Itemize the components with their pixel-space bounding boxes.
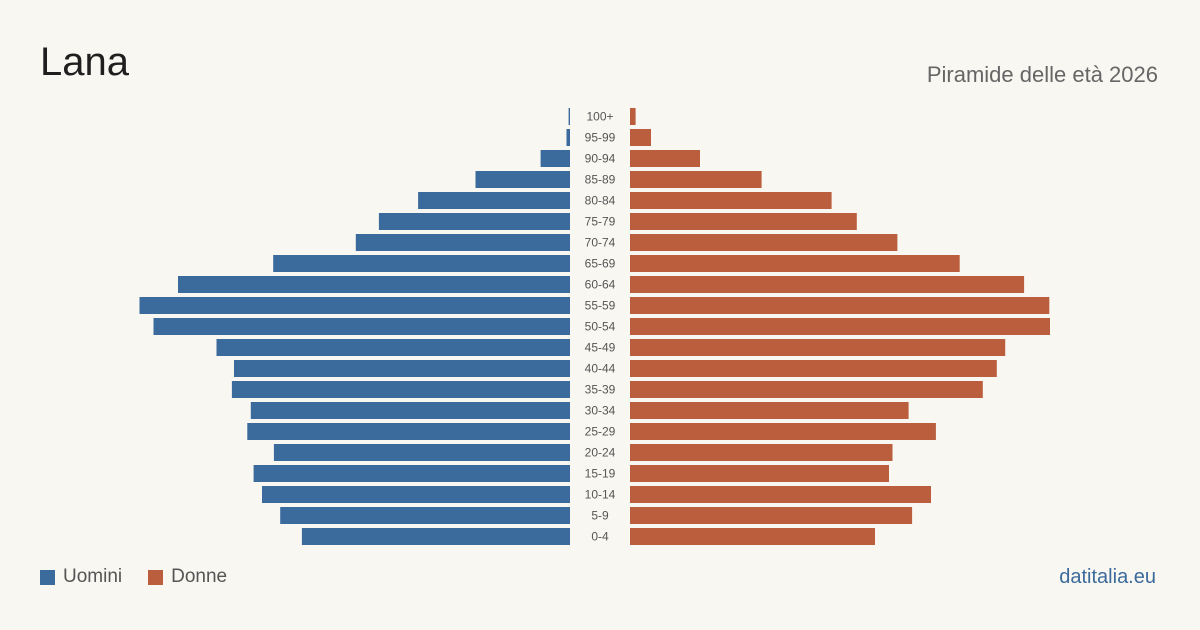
bar-men-100+ (568, 108, 570, 125)
bar-women-0-4 (630, 528, 875, 545)
bar-women-85-89 (630, 171, 762, 188)
bar-women-70-74 (630, 234, 898, 251)
age-label-20-24: 20-24 (585, 446, 616, 460)
age-label-45-49: 45-49 (585, 341, 616, 355)
legend-label-men: Uomini (63, 566, 123, 587)
bar-women-90-94 (630, 150, 700, 167)
age-label-25-29: 25-29 (585, 425, 616, 439)
legend-item-men: Uomini (40, 566, 122, 588)
bar-men-60-64 (178, 276, 570, 293)
bar-men-70-74 (355, 234, 570, 251)
bar-men-30-34 (250, 402, 571, 419)
age-label-0-4: 0-4 (591, 530, 609, 544)
chart-title: Lana (40, 40, 129, 84)
bar-men-15-19 (253, 465, 570, 482)
age-label-10-14: 10-14 (585, 488, 616, 502)
bar-women-10-14 (630, 486, 931, 503)
bar-men-5-9 (280, 507, 570, 524)
bar-men-95-99 (566, 129, 570, 146)
bar-men-20-24 (273, 444, 570, 461)
bar-women-45-49 (630, 339, 1006, 356)
bar-men-90-94 (540, 150, 570, 167)
bar-women-75-79 (630, 213, 857, 230)
bar-men-35-39 (231, 381, 570, 398)
age-label-60-64: 60-64 (585, 278, 616, 292)
age-label-80-84: 80-84 (585, 194, 616, 208)
bar-men-55-59 (139, 297, 570, 314)
chart-subtitle: Piramide delle età 2026 (926, 62, 1158, 87)
legend-swatch-men (40, 569, 55, 585)
bar-men-80-84 (418, 192, 570, 209)
bar-men-25-29 (247, 423, 571, 440)
age-label-40-44: 40-44 (585, 362, 616, 376)
bar-women-5-9 (630, 507, 913, 524)
source-link[interactable]: datitalia.eu (1059, 566, 1156, 588)
bar-men-65-69 (273, 255, 570, 272)
bar-men-50-54 (153, 318, 570, 335)
age-label-100+: 100+ (586, 110, 613, 124)
age-label-65-69: 65-69 (585, 257, 616, 271)
bar-women-80-84 (630, 192, 832, 209)
age-label-30-34: 30-34 (585, 404, 616, 418)
age-label-85-89: 85-89 (585, 173, 616, 187)
bar-women-15-19 (630, 465, 889, 482)
bar-women-40-44 (630, 360, 997, 377)
bar-men-0-4 (301, 528, 570, 545)
bar-men-85-89 (475, 171, 570, 188)
legend: Uomini Donne (40, 566, 227, 588)
bar-women-25-29 (630, 423, 936, 440)
bar-women-95-99 (630, 129, 651, 146)
legend-item-women: Donne (148, 566, 227, 588)
age-label-55-59: 55-59 (585, 299, 616, 313)
age-label-70-74: 70-74 (585, 236, 616, 250)
legend-label-women: Donne (171, 566, 228, 587)
bar-women-65-69 (630, 255, 960, 272)
bar-women-60-64 (630, 276, 1025, 293)
bar-women-50-54 (630, 318, 1050, 335)
age-label-95-99: 95-99 (585, 131, 616, 145)
bar-women-35-39 (630, 381, 983, 398)
age-label-90-94: 90-94 (585, 152, 616, 166)
bar-men-45-49 (216, 339, 570, 356)
age-label-35-39: 35-39 (585, 383, 616, 397)
legend-swatch-women (148, 569, 164, 585)
age-label-15-19: 15-19 (585, 467, 616, 481)
bar-women-55-59 (630, 297, 1050, 314)
bar-men-10-14 (262, 486, 570, 503)
age-label-75-79: 75-79 (585, 215, 616, 229)
bar-women-30-34 (630, 402, 909, 419)
bar-women-100+ (630, 108, 636, 125)
age-label-5-9: 5-9 (591, 509, 609, 523)
bar-women-20-24 (630, 444, 893, 461)
age-label-50-54: 50-54 (585, 320, 616, 334)
bar-men-40-44 (234, 360, 570, 377)
bar-men-75-79 (378, 213, 570, 230)
